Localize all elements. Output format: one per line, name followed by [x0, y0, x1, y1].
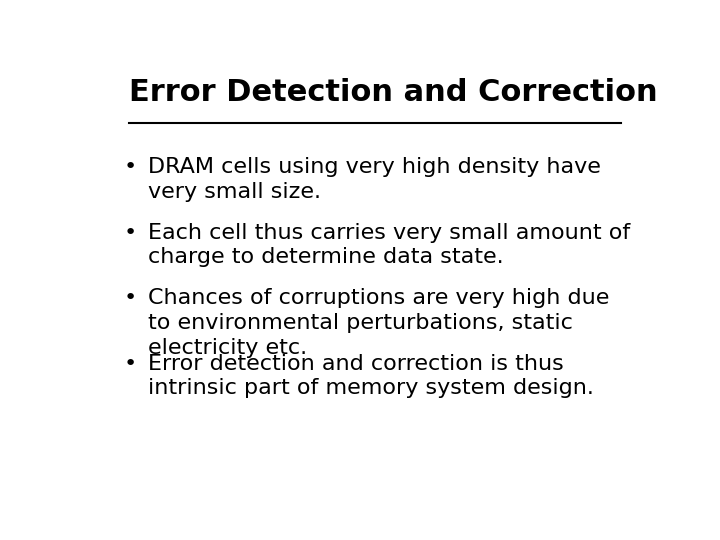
Text: DRAM cells using very high density have
very small size.: DRAM cells using very high density have …: [148, 157, 601, 202]
Text: Error detection and correction is thus
intrinsic part of memory system design.: Error detection and correction is thus i…: [148, 354, 594, 399]
Text: •: •: [124, 157, 137, 177]
Text: Each cell thus carries very small amount of
charge to determine data state.: Each cell thus carries very small amount…: [148, 222, 631, 267]
Text: Chances of corruptions are very high due
to environmental perturbations, static
: Chances of corruptions are very high due…: [148, 288, 610, 357]
Text: Error Detection and Correction: Error Detection and Correction: [129, 78, 657, 107]
Text: •: •: [124, 354, 137, 374]
Text: •: •: [124, 222, 137, 242]
Text: •: •: [124, 288, 137, 308]
